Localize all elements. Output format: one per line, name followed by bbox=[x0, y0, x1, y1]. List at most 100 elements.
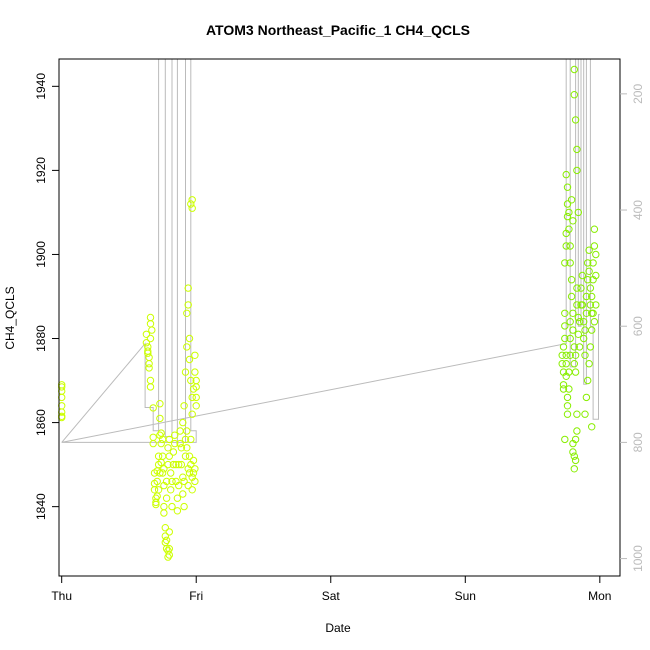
data-point bbox=[563, 402, 572, 410]
data-point bbox=[157, 439, 165, 448]
data-point bbox=[563, 393, 572, 402]
data-point bbox=[573, 301, 581, 309]
data-point bbox=[187, 200, 195, 208]
data-point bbox=[183, 309, 191, 317]
data-point bbox=[191, 465, 199, 473]
data-point bbox=[168, 502, 176, 511]
data-point bbox=[558, 360, 566, 368]
data-point bbox=[162, 536, 171, 544]
data-point bbox=[573, 427, 581, 435]
data-point bbox=[566, 242, 574, 250]
data-point bbox=[192, 383, 200, 391]
y-tick-label: 1880 bbox=[34, 325, 48, 352]
data-point bbox=[566, 259, 574, 267]
data-point bbox=[177, 460, 186, 469]
data-point bbox=[185, 334, 194, 343]
data-point bbox=[180, 402, 188, 410]
data-point bbox=[569, 309, 577, 317]
data-point bbox=[142, 339, 151, 347]
data-point bbox=[567, 276, 576, 284]
data-point bbox=[577, 284, 585, 292]
data-point bbox=[569, 217, 577, 225]
data-point bbox=[570, 65, 578, 74]
data-point bbox=[570, 452, 578, 460]
data-point bbox=[563, 183, 572, 191]
data-point bbox=[588, 292, 596, 301]
data-point bbox=[571, 435, 580, 444]
data-point bbox=[570, 91, 578, 99]
right-tick-label: 400 bbox=[631, 200, 645, 220]
data-point bbox=[168, 477, 176, 486]
data-point bbox=[567, 196, 576, 204]
y-axis-right: 200 400 600 800 1000 bbox=[620, 84, 645, 572]
data-point bbox=[188, 393, 196, 402]
data-point bbox=[575, 318, 584, 326]
data-point bbox=[590, 225, 599, 233]
data-point bbox=[180, 502, 188, 511]
data-point bbox=[570, 343, 578, 351]
data-point bbox=[586, 284, 595, 292]
data-point bbox=[176, 439, 184, 448]
data-point bbox=[188, 410, 196, 418]
data-point bbox=[562, 360, 570, 368]
data-point bbox=[148, 326, 156, 334]
right-tick-label: 600 bbox=[631, 316, 645, 336]
data-point bbox=[145, 353, 153, 362]
data-point bbox=[589, 259, 597, 267]
data-point bbox=[563, 212, 572, 221]
data-point bbox=[154, 452, 163, 460]
data-point bbox=[142, 330, 151, 338]
data-point bbox=[149, 404, 157, 412]
y-axis-left: 1840 1860 1880 1900 1920 1940 bbox=[34, 73, 59, 520]
data-point bbox=[175, 460, 183, 469]
data-point bbox=[144, 343, 152, 351]
data-point bbox=[582, 393, 591, 402]
data-point bbox=[162, 545, 171, 553]
data-point bbox=[562, 170, 570, 179]
data-point bbox=[586, 301, 595, 309]
data-point bbox=[188, 204, 196, 212]
data-point bbox=[157, 429, 165, 437]
data-point bbox=[164, 444, 172, 452]
points-layer bbox=[58, 65, 600, 561]
data-point bbox=[192, 402, 200, 410]
data-point bbox=[167, 469, 175, 477]
data-point bbox=[566, 318, 574, 326]
data-point bbox=[156, 414, 164, 423]
data-point bbox=[145, 364, 153, 372]
data-point bbox=[146, 376, 155, 385]
data-point bbox=[175, 481, 183, 490]
data-point bbox=[574, 313, 582, 322]
y-tick-label: 1840 bbox=[34, 493, 48, 520]
data-point bbox=[164, 460, 172, 469]
x-tick-label: Sun bbox=[455, 589, 476, 603]
data-point bbox=[565, 385, 573, 393]
data-point bbox=[561, 334, 569, 343]
data-point bbox=[559, 343, 568, 351]
y-tick-label: 1920 bbox=[34, 157, 48, 184]
data-point bbox=[183, 343, 191, 351]
data-point bbox=[561, 322, 569, 330]
x-tick-label: Thu bbox=[51, 589, 72, 603]
data-point bbox=[177, 444, 186, 452]
data-point bbox=[191, 368, 199, 376]
data-point bbox=[571, 456, 580, 465]
data-point bbox=[565, 225, 573, 233]
data-point bbox=[167, 486, 175, 494]
pressure-line bbox=[61, 58, 600, 443]
data-point bbox=[191, 477, 199, 486]
data-point bbox=[145, 360, 153, 368]
data-point bbox=[585, 360, 593, 368]
data-point bbox=[173, 494, 182, 502]
y-tick-label: 1860 bbox=[34, 409, 48, 436]
data-point bbox=[189, 469, 198, 477]
data-point bbox=[567, 292, 576, 301]
data-point bbox=[173, 507, 182, 515]
data-point bbox=[588, 326, 596, 334]
y-tick-label: 1940 bbox=[34, 73, 48, 100]
data-point bbox=[146, 334, 155, 343]
data-point bbox=[160, 465, 168, 473]
data-point bbox=[566, 334, 574, 343]
data-point bbox=[188, 196, 196, 204]
data-point bbox=[574, 208, 582, 217]
